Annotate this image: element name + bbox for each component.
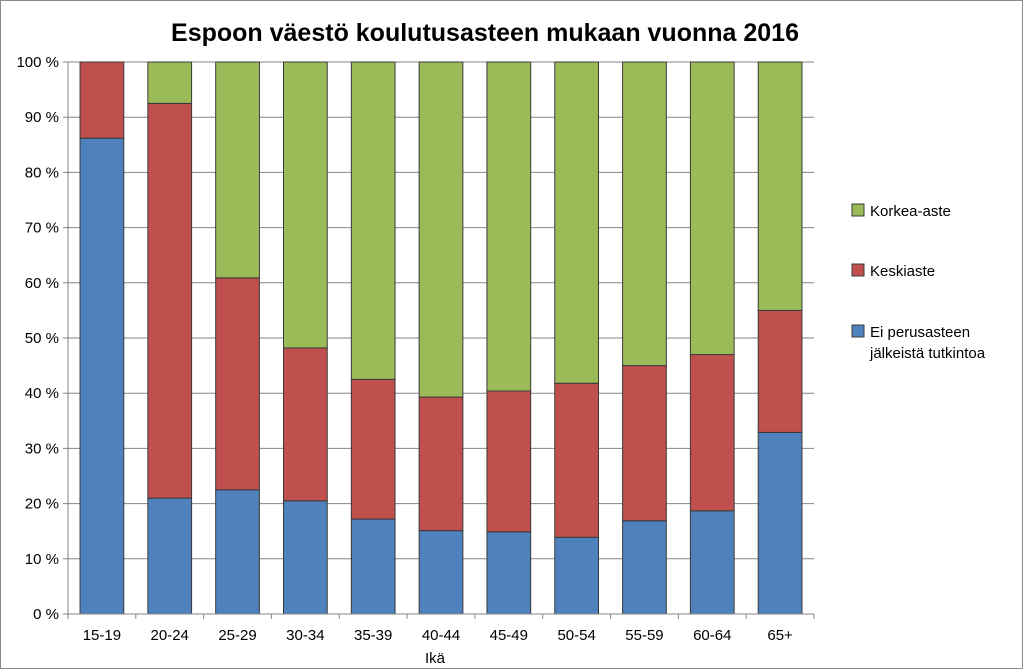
legend-label: jälkeistä tutkintoa bbox=[869, 345, 986, 362]
y-tick-label: 20 % bbox=[25, 496, 59, 513]
y-tick-label: 30 % bbox=[25, 440, 59, 457]
legend-swatch bbox=[851, 263, 865, 277]
bar-segment bbox=[757, 431, 803, 615]
y-tick-label: 40 % bbox=[25, 385, 59, 402]
bar-segment bbox=[79, 61, 125, 139]
bar-segment bbox=[689, 354, 735, 512]
x-tick-labels: 15-19 20-24 25-29 30-34 35-39 40-44 45-49 50-54… bbox=[83, 627, 793, 644]
bar-segment bbox=[486, 390, 532, 533]
bar-segment bbox=[418, 530, 464, 615]
x-tick-label: 30-34 bbox=[286, 627, 324, 644]
legend: Korkea-aste Keskiaste Ei perusasteen jälkei… bbox=[851, 203, 986, 362]
bar-segment bbox=[79, 137, 125, 615]
bar-segment bbox=[486, 61, 532, 392]
bar-segment bbox=[282, 500, 328, 615]
x-tick-label: 55-59 bbox=[625, 627, 663, 644]
bar-segment bbox=[757, 61, 803, 311]
x-tick-label: 35-39 bbox=[354, 627, 392, 644]
bar-segment bbox=[282, 347, 328, 502]
bar-segment bbox=[554, 536, 600, 615]
x-axis-title: Ikä bbox=[425, 650, 446, 667]
x-tick-label: 45-49 bbox=[490, 627, 528, 644]
x-tick-label: 65+ bbox=[767, 627, 793, 644]
y-tick-label: 60 % bbox=[25, 275, 59, 292]
bar-segment bbox=[215, 489, 260, 615]
y-tick-label: 50 % bbox=[25, 330, 59, 347]
bar-segment bbox=[215, 61, 260, 279]
x-tick-label: 40-44 bbox=[422, 627, 460, 644]
legend-label: Keskiaste bbox=[870, 263, 935, 280]
bar-segment bbox=[622, 365, 667, 522]
y-tick-label: 10 % bbox=[25, 551, 59, 568]
bar-segment bbox=[147, 102, 193, 499]
bar-segment bbox=[689, 61, 735, 356]
y-tick-label: 90 % bbox=[25, 109, 59, 126]
x-tick-label: 15-19 bbox=[83, 627, 121, 644]
bar-segment bbox=[350, 518, 396, 615]
y-tick-label: 100 % bbox=[16, 54, 59, 71]
x-tick-label: 25-29 bbox=[218, 627, 256, 644]
bar-segment bbox=[554, 382, 600, 538]
axes bbox=[63, 61, 815, 619]
bar-segment bbox=[418, 61, 464, 398]
bar-segment bbox=[215, 277, 260, 491]
x-tick-label: 20-24 bbox=[151, 627, 189, 644]
bar-segment bbox=[418, 396, 464, 532]
y-tick-label: 0 % bbox=[33, 606, 59, 623]
y-tick-label: 80 % bbox=[25, 164, 59, 181]
bar-segment bbox=[147, 61, 193, 104]
bar-segment bbox=[147, 497, 193, 615]
legend-swatch bbox=[851, 324, 865, 338]
bar-segment bbox=[622, 61, 667, 367]
legend-swatch bbox=[851, 203, 865, 217]
chart-title: Espoon väestö koulutusasteen mukaan vuon… bbox=[171, 19, 799, 47]
legend-label: Korkea-aste bbox=[870, 203, 951, 220]
bar-segment bbox=[486, 531, 532, 615]
bar-segment bbox=[554, 61, 600, 384]
x-tick-label: 60-64 bbox=[693, 627, 731, 644]
bar-segment bbox=[350, 378, 396, 520]
bar-segment bbox=[689, 510, 735, 615]
y-tick-labels: 0 % 10 % 20 % 30 % 40 % 50 % 60 % 70 % 80 % 90 % 1… bbox=[16, 54, 59, 623]
x-tick-label: 50-54 bbox=[557, 627, 595, 644]
bar-segment bbox=[757, 309, 803, 433]
bar-segment bbox=[282, 61, 328, 349]
legend-label: Ei perusasteen bbox=[870, 324, 970, 341]
bar-segment bbox=[350, 61, 396, 380]
bars bbox=[79, 61, 803, 615]
y-tick-label: 70 % bbox=[25, 220, 59, 237]
bar-segment bbox=[622, 520, 667, 615]
